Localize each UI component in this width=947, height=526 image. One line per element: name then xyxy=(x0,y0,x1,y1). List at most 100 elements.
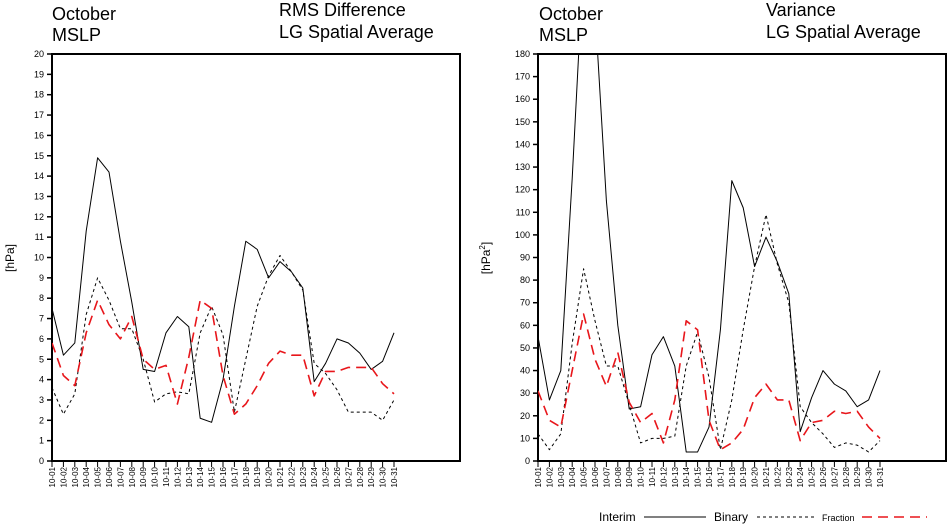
x-tick-label: 10-03 xyxy=(557,466,566,487)
x-tick-label: 10-18 xyxy=(728,466,737,487)
y-tick-label: 100 xyxy=(515,230,530,240)
y-tick-label: 8 xyxy=(39,293,44,303)
x-tick-label: 10-16 xyxy=(219,466,228,487)
y-tick-label: 20 xyxy=(520,411,530,421)
y-tick-label: 19 xyxy=(34,69,44,79)
y-tick-label: 110 xyxy=(516,207,530,217)
x-tick-label: 10-25 xyxy=(808,466,817,487)
panel1-y-axis-label: [hPa] xyxy=(3,244,17,272)
plot-frame xyxy=(51,53,461,462)
y-tick-label: 0 xyxy=(525,456,530,466)
x-tick-label: 10-02 xyxy=(545,466,554,487)
x-tick-label: 10-30 xyxy=(865,466,874,487)
x-tick-label: 10-20 xyxy=(265,466,274,487)
y-tick-label: 60 xyxy=(520,320,530,330)
x-tick-label: 10-19 xyxy=(253,466,262,487)
x-tick-label: 10-17 xyxy=(230,466,239,487)
x-tick-label: 10-27 xyxy=(830,466,839,487)
x-tick-label: 10-29 xyxy=(853,466,862,487)
y-tick-label: 40 xyxy=(520,366,530,376)
x-tick-label: 10-28 xyxy=(356,466,365,487)
y-tick-label: 18 xyxy=(34,90,44,100)
y-tick-label: 11 xyxy=(35,232,44,242)
series-line-fraction xyxy=(52,299,395,415)
y-tick-label: 10 xyxy=(520,433,530,443)
y-tick-label: 15 xyxy=(34,151,44,161)
x-tick-label: 10-28 xyxy=(842,466,851,487)
y-tick-label: 17 xyxy=(34,110,44,120)
panel2-y-axis-label: [hPa2] xyxy=(478,242,493,274)
y-tick-label: 120 xyxy=(515,185,530,195)
x-tick-label: 10-30 xyxy=(379,466,388,487)
y-tick-label: 70 xyxy=(520,298,530,308)
series-line-interim xyxy=(52,157,395,423)
x-tick-label: 10-22 xyxy=(773,466,782,487)
series-group xyxy=(538,54,881,453)
x-tick-label: 10-24 xyxy=(796,466,805,487)
rms-difference-panel: October MSLP RMS Difference LG Spatial A… xyxy=(3,0,461,487)
x-tick-label: 10-26 xyxy=(819,466,828,487)
x-tick-label: 10-29 xyxy=(367,466,376,487)
y-tick-label: 140 xyxy=(515,139,530,149)
x-tick-label: 10-16 xyxy=(705,466,714,487)
panel2-plot-area: 0 10 20 30 40 50 60 70 80 90 100 110 120 130 140 150 160… xyxy=(515,49,947,487)
panel1-title-left-line2: MSLP xyxy=(52,25,101,45)
legend-item-interim: Interim xyxy=(599,510,706,524)
y-tick-label: 13 xyxy=(34,191,44,201)
x-tick-label: 10-19 xyxy=(739,466,748,487)
x-tick-label: 10-08 xyxy=(128,466,137,487)
series-line-fraction xyxy=(538,313,881,451)
x-tick-label: 10-11 xyxy=(648,466,657,486)
legend-item-binary: Binary xyxy=(714,510,815,524)
legend-label-fraction: Fraction xyxy=(822,513,855,523)
y-tick-label: 9 xyxy=(39,273,44,283)
x-tick-label: 10-10 xyxy=(151,466,160,487)
panel2-y-axis-label-base: [hPa xyxy=(479,249,493,274)
legend-label-interim: Interim xyxy=(599,510,636,524)
x-tick-label: 10-15 xyxy=(208,466,217,487)
x-tick-label: 10-25 xyxy=(322,466,331,487)
x-tick-label: 10-31 xyxy=(390,466,399,487)
legend: Interim Binary Fraction xyxy=(599,510,927,524)
panel2-title-left-line2: MSLP xyxy=(539,25,588,45)
panel1-title-left-line1: October xyxy=(52,4,116,24)
x-tick-label: 10-24 xyxy=(310,466,319,487)
x-tick-label: 10-02 xyxy=(59,466,68,487)
x-tick-label: 10-09 xyxy=(625,466,634,487)
x-tick-label: 10-22 xyxy=(287,466,296,487)
x-tick-label: 10-14 xyxy=(682,466,691,487)
y-tick-label: 6 xyxy=(39,334,44,344)
y-tick-label: 10 xyxy=(34,253,44,263)
y-tick-label: 5 xyxy=(39,354,44,364)
x-tick-label: 10-13 xyxy=(671,466,680,487)
y-tick-label: 160 xyxy=(515,94,530,104)
x-tick-label: 10-07 xyxy=(602,466,611,487)
x-tick-label: 10-01 xyxy=(534,466,543,487)
y-tick-label: 16 xyxy=(34,130,44,140)
y-tick-label: 80 xyxy=(520,275,530,285)
x-tick-label: 10-04 xyxy=(568,466,577,487)
x-tick-label: 10-03 xyxy=(71,466,80,487)
panel2-y-axis-label-sup: 2 xyxy=(478,245,487,250)
y-tick-label: 0 xyxy=(39,456,44,466)
y-tick-label: 90 xyxy=(520,253,530,263)
x-tick-label: 10-21 xyxy=(276,466,285,487)
y-tick-label: 14 xyxy=(34,171,44,181)
legend-label-binary: Binary xyxy=(714,510,748,524)
plot-frame xyxy=(537,53,947,462)
x-tick-label: 10-13 xyxy=(185,466,194,487)
x-tick-label: 10-15 xyxy=(694,466,703,487)
y-tick-label: 4 xyxy=(39,375,44,385)
x-tick-label: 10-12 xyxy=(659,466,668,487)
panel1-title-right-line1: RMS Difference xyxy=(279,0,406,20)
x-tick-label: 10-18 xyxy=(242,466,251,487)
y-tick-label: 20 xyxy=(34,49,44,59)
x-tick-label: 10-09 xyxy=(139,466,148,487)
panel1-title-right-line2: LG Spatial Average xyxy=(279,22,434,42)
series-line-binary xyxy=(52,254,395,421)
x-tick-label: 10-23 xyxy=(299,466,308,487)
x-tick-label: 10-12 xyxy=(173,466,182,487)
x-tick-label: 10-06 xyxy=(591,466,600,487)
